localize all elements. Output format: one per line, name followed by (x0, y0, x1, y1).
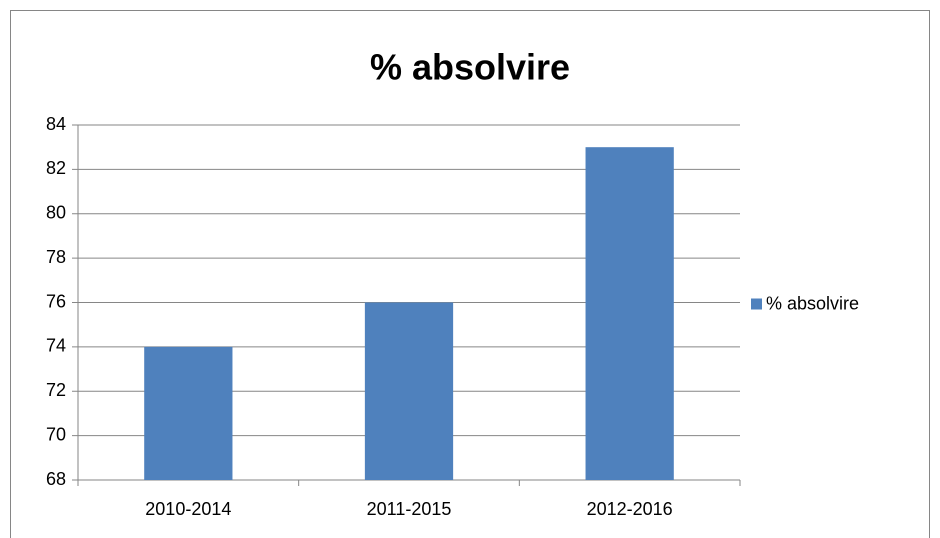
y-tick-label: 70 (46, 424, 66, 444)
y-tick-label: 76 (46, 291, 66, 311)
y-tick-label: 84 (46, 114, 66, 134)
y-tick-label: 72 (46, 380, 66, 400)
bar (144, 346, 233, 480)
y-tick-label: 78 (46, 247, 66, 267)
x-tick-label: 2010-2014 (145, 499, 231, 519)
legend-swatch (751, 298, 762, 310)
y-tick-label: 74 (46, 336, 66, 356)
y-tick-label: 82 (46, 158, 66, 178)
y-tick-label: 68 (46, 469, 66, 489)
x-tick-label: 2011-2015 (367, 499, 452, 519)
bar (364, 302, 454, 480)
y-tick-label: 80 (46, 203, 66, 223)
bar (585, 147, 674, 480)
legend-label: % absolvire (766, 293, 859, 313)
chart-title: % absolvire (370, 47, 570, 88)
x-tick-label: 2012-2016 (587, 499, 673, 519)
